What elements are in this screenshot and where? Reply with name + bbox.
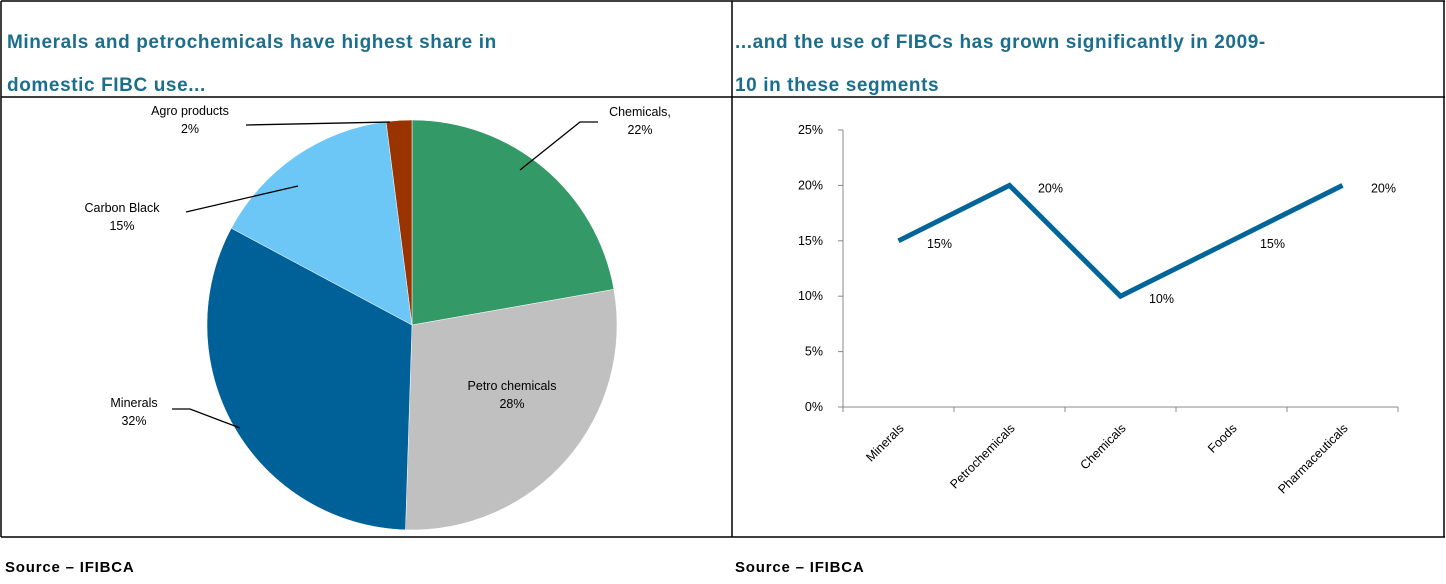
pie-slice [206,227,413,531]
pie-slice [405,289,618,531]
chart-title: Minerals and petrochemicals have highest… [7,32,497,53]
slice-value: 28% [499,397,524,411]
pie-slice [411,119,615,326]
y-tick-label: 20% [798,178,823,192]
slice-value: 15% [109,219,134,233]
leader-line [519,121,598,171]
source-note: Source – IFIBCA [5,559,135,576]
data-line [897,182,1344,300]
leader-line [185,185,299,213]
x-tick-label: Foods [1205,421,1239,455]
x-tick-label: Petrochemicals [947,421,1017,491]
slice-value: 2% [181,122,199,136]
y-tick-label: 10% [798,289,823,303]
leader-line [245,121,391,126]
data-label: 10% [1149,292,1174,306]
y-tick-label: 5% [805,345,823,359]
y-tick-label: 25% [798,123,823,137]
x-tick-label: Chemicals [1077,421,1128,472]
x-tick-label: Pharmaceuticals [1275,421,1350,496]
slice-label: Carbon Black [84,201,160,215]
slice-label: Minerals [110,396,157,410]
data-label: 20% [1371,181,1396,195]
y-tick-label: 15% [798,234,823,248]
chart-title: 10 in these segments [735,75,939,96]
pie-slice [230,121,413,326]
data-label: 20% [1038,181,1063,195]
source-note: Source – IFIBCA [735,559,865,576]
x-tick-label: Minerals [863,421,906,464]
y-tick-label: 0% [805,400,823,414]
slice-value: 32% [121,414,146,428]
data-label: 15% [1260,237,1285,251]
slice-label: Agro products [151,104,229,118]
slice-label: Petro chemicals [468,379,557,393]
chart-title: ...and the use of FIBCs has grown signif… [735,32,1266,53]
data-label: 15% [927,237,952,251]
chart-title: domestic FIBC use... [7,75,206,96]
leader-line [172,408,241,429]
slice-value: 22% [627,123,652,137]
slice-label: Chemicals, [609,105,671,119]
